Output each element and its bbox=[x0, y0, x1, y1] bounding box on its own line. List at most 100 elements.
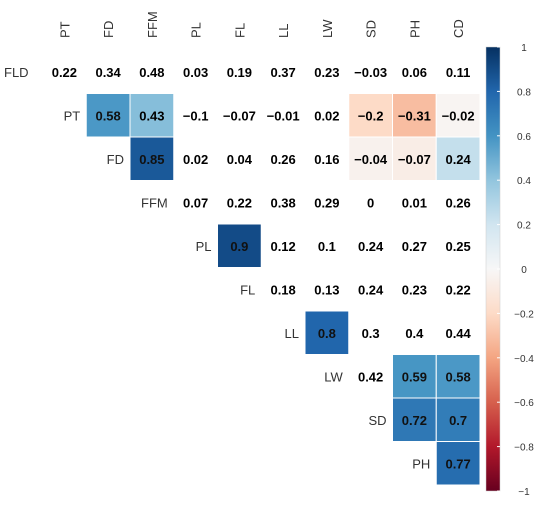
heatmap-labels: PT FD FFM PL FL LL LW SD PH CD FLD PT FD FFM PL FL LL LW S… bbox=[4, 11, 466, 471]
cell-value-label: 0.12 bbox=[270, 239, 295, 254]
cell-value-label: 0.22 bbox=[227, 195, 252, 210]
cell-value-label: 0.04 bbox=[227, 152, 253, 167]
cell-value-label: 0.38 bbox=[270, 195, 295, 210]
cell-value-label: 0.02 bbox=[314, 108, 339, 123]
cell-value-label: 0.16 bbox=[314, 152, 339, 167]
cell-value-label: 0.85 bbox=[139, 152, 164, 167]
cell-value-label: −0.04 bbox=[354, 152, 388, 167]
cell-value-label: 0.26 bbox=[445, 195, 470, 210]
cell-value-label: 0.23 bbox=[314, 65, 339, 80]
cell-value-label: 0.26 bbox=[270, 152, 295, 167]
heatmap-cells: 0.22 0.34 0.48 0.03 0.19 0.37 0.23 −0.03 0.06 0.1… bbox=[52, 65, 481, 486]
colorbar-tick-label: −0.2 bbox=[514, 309, 534, 320]
colorbar-tick-label: 0 bbox=[521, 265, 527, 276]
row-label-fl: FL bbox=[240, 282, 255, 297]
heatmap-cell bbox=[304, 310, 350, 355]
cell-value-label: 0.27 bbox=[402, 239, 427, 254]
cell-value-label: 0.23 bbox=[402, 282, 427, 297]
cell-value-label: 0.77 bbox=[445, 456, 470, 471]
cell-value-label: 0.24 bbox=[358, 282, 384, 297]
cell-value-label: 0.24 bbox=[445, 152, 471, 167]
cell-value-label: −0.01 bbox=[267, 108, 300, 123]
cell-value-label: 0.34 bbox=[95, 65, 121, 80]
cell-value-label: −0.31 bbox=[398, 108, 431, 123]
cell-value-label: 0.37 bbox=[270, 65, 295, 80]
cell-value-label: 0.22 bbox=[52, 65, 77, 80]
colorbar-tick-label: 0.2 bbox=[517, 221, 531, 232]
cell-value-label: −0.2 bbox=[358, 108, 384, 123]
cell-value-label: 0.07 bbox=[183, 195, 208, 210]
colorbar-tick-label: −0.6 bbox=[514, 398, 534, 409]
colorbar-tick-label: 0.4 bbox=[517, 176, 531, 187]
row-label-lw: LW bbox=[324, 369, 343, 384]
cell-value-label: 0.13 bbox=[314, 282, 339, 297]
cell-value-label: 0.8 bbox=[318, 326, 336, 341]
colorbar-tick-label: 0.8 bbox=[517, 87, 531, 98]
cell-value-label: −0.03 bbox=[354, 65, 387, 80]
cell-value-label: 0.02 bbox=[183, 152, 208, 167]
row-label-ll: LL bbox=[285, 326, 299, 341]
col-label-lw: LW bbox=[320, 19, 335, 38]
cell-value-label: 0.4 bbox=[405, 326, 424, 341]
colorbar-tick-label: −0.4 bbox=[514, 354, 534, 365]
heatmap-cell bbox=[217, 223, 262, 268]
cell-value-label: 0.7 bbox=[449, 413, 467, 428]
heatmap-cell bbox=[435, 441, 481, 486]
row-label-pt: PT bbox=[64, 108, 81, 123]
cell-value-label: 0.58 bbox=[95, 108, 120, 123]
colorbar: 1 0.8 0.6 0.4 0.2 0 −0.2 −0.4 −0.6 −0.8 −1 bbox=[485, 43, 534, 498]
heatmap-cell bbox=[129, 93, 175, 138]
cell-value-label: 0.9 bbox=[230, 239, 248, 254]
cell-value-label: 0.72 bbox=[402, 413, 427, 428]
heatmap-cell bbox=[392, 354, 437, 399]
cell-value-label: 0.18 bbox=[270, 282, 295, 297]
colorbar-tick-label: −1 bbox=[518, 487, 530, 498]
cell-value-label: 0.42 bbox=[358, 369, 383, 384]
heatmap-cell bbox=[348, 136, 393, 181]
cell-value-label: 0.1 bbox=[318, 239, 336, 254]
row-label-ffm: FFM bbox=[141, 195, 168, 210]
heatmap-cell bbox=[392, 397, 437, 442]
cell-value-label: 0.03 bbox=[183, 65, 208, 80]
col-label-pl: PL bbox=[189, 22, 204, 38]
cell-value-label: 0.29 bbox=[314, 195, 339, 210]
cell-value-label: 0.3 bbox=[362, 326, 380, 341]
col-label-fl: FL bbox=[232, 23, 247, 38]
col-label-fd: FD bbox=[101, 21, 116, 38]
cell-value-label: 0.44 bbox=[445, 326, 471, 341]
cell-value-label: 0.06 bbox=[402, 65, 427, 80]
cell-value-label: 0.01 bbox=[402, 195, 427, 210]
heatmap-cell bbox=[85, 93, 131, 138]
col-label-ph: PH bbox=[407, 20, 422, 38]
colorbar-tick-label: 1 bbox=[521, 43, 527, 54]
cell-value-label: 0.48 bbox=[139, 65, 164, 80]
heatmap-cell bbox=[392, 136, 437, 181]
row-label-fld: FLD bbox=[4, 65, 29, 80]
heatmap-cell bbox=[435, 136, 481, 181]
cell-value-label: −0.1 bbox=[183, 108, 209, 123]
cell-value-label: 0 bbox=[367, 195, 374, 210]
row-label-ph: PH bbox=[412, 456, 430, 471]
cell-value-label: 0.11 bbox=[446, 65, 471, 80]
cell-value-label: 0.43 bbox=[139, 108, 164, 123]
cell-value-label: −0.07 bbox=[398, 152, 431, 167]
cell-value-label: 0.25 bbox=[445, 239, 470, 254]
cell-value-label: 0.59 bbox=[402, 369, 427, 384]
cell-value-label: 0.58 bbox=[445, 369, 470, 384]
row-label-fd: FD bbox=[107, 152, 124, 167]
colorbar-tick-label: 0.6 bbox=[517, 132, 531, 143]
col-label-sd: SD bbox=[364, 20, 379, 38]
cell-value-label: 0.22 bbox=[445, 282, 470, 297]
cell-value-label: −0.02 bbox=[442, 108, 475, 123]
colorbar-tick-label: −0.8 bbox=[514, 443, 534, 454]
row-label-pl: PL bbox=[196, 239, 212, 254]
col-label-ll: LL bbox=[276, 24, 291, 38]
row-label-sd: SD bbox=[368, 413, 386, 428]
cell-value-label: 0.24 bbox=[358, 239, 384, 254]
heatmap-cell bbox=[129, 136, 175, 181]
cell-value-label: −0.07 bbox=[223, 108, 256, 123]
col-label-cd: CD bbox=[451, 19, 466, 38]
col-label-pt: PT bbox=[57, 21, 72, 38]
